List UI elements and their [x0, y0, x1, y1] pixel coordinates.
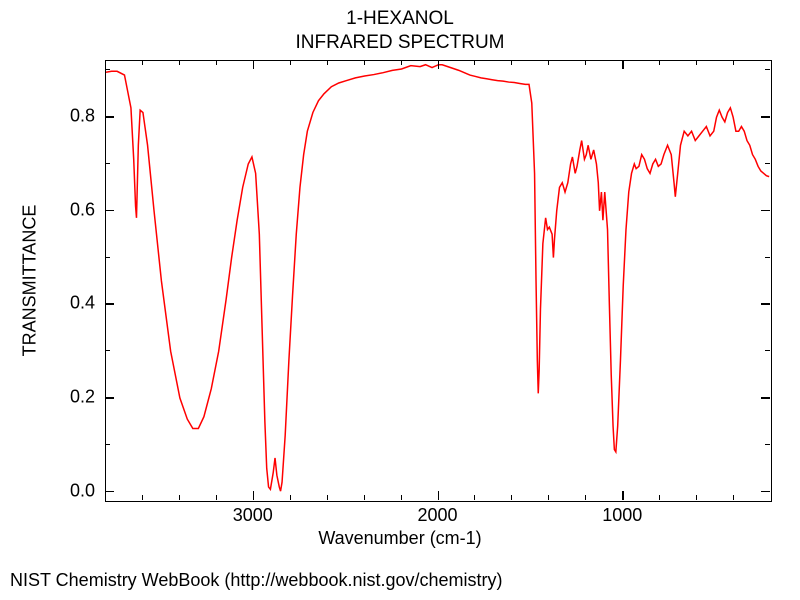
- tick: [105, 350, 110, 351]
- tick: [105, 257, 110, 258]
- tick: [290, 495, 291, 500]
- tick: [142, 495, 143, 500]
- tick: [696, 495, 697, 500]
- tick: [765, 350, 770, 351]
- tick: [105, 210, 114, 212]
- ytick-label: 0.6: [35, 199, 95, 220]
- tick: [585, 495, 586, 500]
- tick: [364, 60, 365, 65]
- tick: [438, 491, 440, 500]
- tick: [105, 116, 114, 118]
- spectrum-line: [106, 61, 771, 501]
- tick: [761, 210, 770, 212]
- xtick-label: 3000: [233, 505, 273, 526]
- tick: [253, 60, 255, 69]
- tick: [548, 495, 549, 500]
- footer-text: NIST Chemistry WebBook (http://webbook.n…: [10, 570, 503, 591]
- tick: [765, 444, 770, 445]
- tick: [105, 303, 114, 305]
- tick: [548, 60, 549, 65]
- ytick-label: 0.2: [35, 387, 95, 408]
- tick: [622, 60, 624, 69]
- tick: [179, 495, 180, 500]
- x-axis-label: Wavenumber (cm-1): [318, 528, 481, 549]
- tick: [765, 69, 770, 70]
- plot-area: [105, 60, 772, 502]
- tick: [401, 60, 402, 65]
- tick: [142, 60, 143, 65]
- tick: [105, 491, 114, 493]
- tick: [179, 60, 180, 65]
- tick: [511, 495, 512, 500]
- tick: [216, 60, 217, 65]
- tick: [105, 163, 110, 164]
- tick: [659, 60, 660, 65]
- tick: [585, 60, 586, 65]
- tick: [696, 60, 697, 65]
- chart-title-line2: INFRARED SPECTRUM: [295, 32, 504, 54]
- tick: [761, 491, 770, 493]
- xtick-label: 1000: [602, 505, 642, 526]
- tick: [290, 60, 291, 65]
- tick: [733, 495, 734, 500]
- tick: [216, 495, 217, 500]
- tick: [474, 60, 475, 65]
- tick: [105, 69, 110, 70]
- ytick-label: 0.0: [35, 480, 95, 501]
- xtick-label: 2000: [417, 505, 457, 526]
- tick: [659, 495, 660, 500]
- tick: [511, 60, 512, 65]
- ytick-label: 0.4: [35, 293, 95, 314]
- tick: [105, 444, 110, 445]
- tick: [765, 257, 770, 258]
- tick: [327, 60, 328, 65]
- tick: [733, 60, 734, 65]
- tick: [765, 163, 770, 164]
- tick: [438, 60, 440, 69]
- chart-title-line1: 1-HEXANOL: [346, 8, 454, 30]
- tick: [761, 397, 770, 399]
- tick: [327, 495, 328, 500]
- y-axis-label: TRANSMITTANCE: [20, 131, 41, 431]
- tick: [105, 397, 114, 399]
- ytick-label: 0.8: [35, 106, 95, 127]
- tick: [622, 491, 624, 500]
- tick: [364, 495, 365, 500]
- tick: [761, 116, 770, 118]
- tick: [761, 303, 770, 305]
- tick: [253, 491, 255, 500]
- tick: [474, 495, 475, 500]
- tick: [401, 495, 402, 500]
